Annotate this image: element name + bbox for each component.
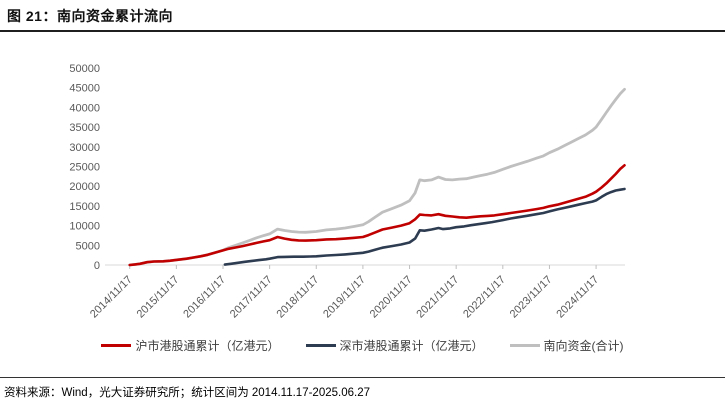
y-axis-label: 40000 <box>69 102 100 114</box>
x-axis-label: 2015/11/17 <box>135 274 182 321</box>
y-axis-label: 0 <box>94 260 100 272</box>
x-axis-label: 2017/11/17 <box>228 274 275 321</box>
x-axis-label: 2016/11/17 <box>181 274 228 321</box>
x-axis-label: 2019/11/17 <box>321 274 368 321</box>
figure-title: 图 21：南向资金累计流向 <box>7 8 173 24</box>
legend-label: 南向资金(合计) <box>543 339 624 353</box>
y-axis-label: 50000 <box>69 63 100 75</box>
series-line-total <box>128 87 626 267</box>
series-line-sh <box>128 164 626 267</box>
x-axis-label: 2022/11/17 <box>461 274 508 321</box>
x-axis-label: 2018/11/17 <box>275 274 322 321</box>
footer-divider <box>0 377 725 378</box>
legend-item-total: 南向资金(合计) <box>509 337 624 354</box>
y-axis-label: 20000 <box>69 181 100 193</box>
legend-item-sh: 沪市港股通累计（亿港元） <box>101 337 280 354</box>
legend-item-sz: 深市港股通累计（亿港元） <box>305 337 484 354</box>
chart-legend: 沪市港股通累计（亿港元） 深市港股通累计（亿港元） 南向资金(合计) <box>0 337 725 354</box>
legend-label: 深市港股通累计（亿港元） <box>339 339 484 353</box>
x-axis-label: 2021/11/17 <box>414 274 461 321</box>
y-axis-label: 30000 <box>69 142 100 154</box>
y-axis-label: 10000 <box>69 221 100 233</box>
series-line-sz <box>223 187 626 266</box>
legend-label: 沪市港股通累计（亿港元） <box>135 339 280 353</box>
legend-line-swatch <box>509 344 540 347</box>
x-axis-label: 2024/11/17 <box>554 274 601 321</box>
x-axis-label: 2023/11/17 <box>508 274 555 321</box>
source-note: 资料来源：Wind，光大证券研究所；统计区间为 2014.11.17-2025.… <box>4 387 370 399</box>
x-axis-label: 2014/11/17 <box>88 274 135 321</box>
y-axis-label: 35000 <box>69 122 100 134</box>
line-chart-canvas: 0 5000 10000 15000 20000 25000 30000 35000 40000… <box>69 63 626 321</box>
legend-line-swatch <box>101 344 132 347</box>
y-axis-label: 45000 <box>69 83 100 95</box>
y-axis-label: 25000 <box>69 162 100 174</box>
legend-line-swatch <box>305 344 336 347</box>
x-axis-label: 2020/11/17 <box>368 274 415 321</box>
title-divider <box>0 30 725 32</box>
cumulative-southbound-flow-chart: 0 5000 10000 15000 20000 25000 30000 35000 40000… <box>0 45 725 335</box>
y-axis-label: 5000 <box>76 240 100 252</box>
y-axis-label: 15000 <box>69 201 100 213</box>
